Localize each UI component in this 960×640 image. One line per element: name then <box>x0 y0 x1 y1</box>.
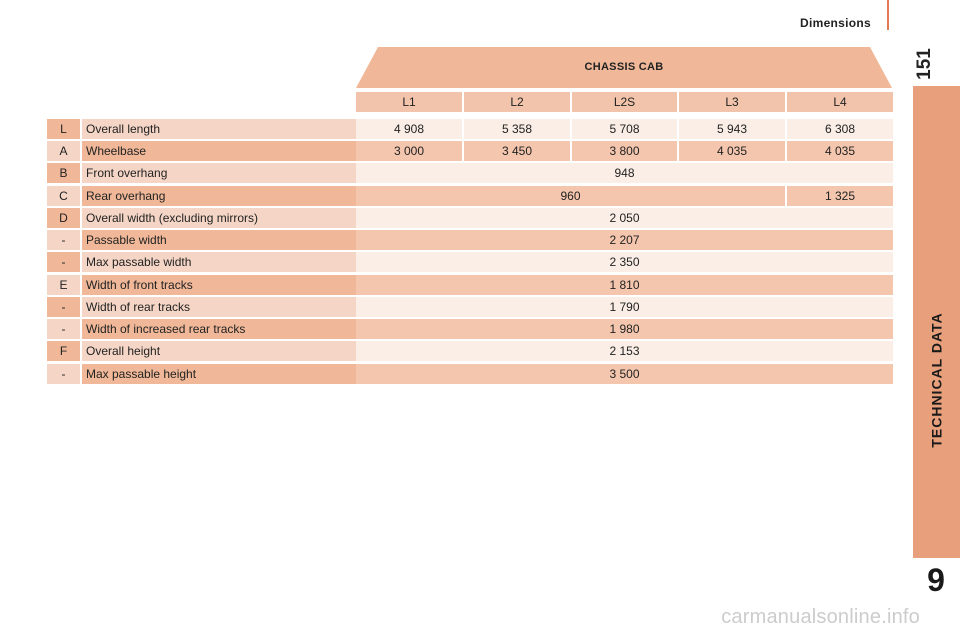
section-title: Dimensions <box>800 16 872 30</box>
table-row: D Overall width (excluding mirrors) 2 05… <box>47 208 893 228</box>
table-row: L Overall length 4 908 5 358 5 708 5 943… <box>47 119 893 139</box>
group-title: CHASSIS CAB <box>584 61 664 73</box>
dimension-code: E <box>47 275 80 295</box>
dimension-label: Width of front tracks <box>82 275 402 295</box>
dimension-label: Wheelbase <box>82 141 402 161</box>
dimension-code: B <box>47 163 80 183</box>
dimension-label: Width of rear tracks <box>82 297 402 317</box>
dimension-value: 4 035 <box>679 141 785 161</box>
dimension-label: Overall height <box>82 341 402 361</box>
header-rule <box>887 0 889 30</box>
dimension-value: 2 350 <box>356 252 893 272</box>
dimension-value: 5 943 <box>679 119 785 139</box>
dimension-label: Passable width <box>82 230 402 250</box>
dimension-value: 5 708 <box>572 119 677 139</box>
dimension-label: Max passable width <box>82 252 402 272</box>
dimension-value: 5 358 <box>464 119 570 139</box>
table-row: F Overall height 2 153 <box>47 341 893 361</box>
column-header: L2S <box>572 92 677 112</box>
dimension-value: 1 325 <box>787 186 893 206</box>
dimension-value: 2 153 <box>356 341 893 361</box>
table-row: - Passable width 2 207 <box>47 230 893 250</box>
table-row: B Front overhang 948 <box>47 163 893 183</box>
table-row: C Rear overhang 960 1 325 <box>47 186 893 206</box>
dimension-value: 948 <box>356 163 893 183</box>
dimension-value: 4 035 <box>787 141 893 161</box>
table-row: - Width of increased rear tracks 1 980 <box>47 319 893 339</box>
dimension-label: Front overhang <box>82 163 402 183</box>
dimension-label: Rear overhang <box>82 186 402 206</box>
table-row: - Max passable width 2 350 <box>47 252 893 272</box>
banner-shape <box>356 47 892 88</box>
watermark: carmanualsonline.info <box>721 606 920 628</box>
dimension-value: 3 500 <box>356 364 893 384</box>
table-row: E Width of front tracks 1 810 <box>47 275 893 295</box>
dimension-value: 1 790 <box>356 297 893 317</box>
dimension-label: Overall width (excluding mirrors) <box>82 208 402 228</box>
dimension-value: 2 050 <box>356 208 893 228</box>
dimension-value: 3 800 <box>572 141 677 161</box>
chassis-cab-banner: CHASSIS CAB <box>356 47 892 88</box>
dimension-code: - <box>47 319 80 339</box>
dimension-value: 1 810 <box>356 275 893 295</box>
dimension-code: C <box>47 186 80 206</box>
column-header: L4 <box>787 92 893 112</box>
dimension-code: - <box>47 297 80 317</box>
dimension-value: 960 <box>356 186 785 206</box>
dimension-label: Width of increased rear tracks <box>82 319 402 339</box>
dimension-value: 4 908 <box>356 119 462 139</box>
chapter-side-tab[interactable]: TECHNICAL DATA <box>913 86 960 558</box>
dimension-code: D <box>47 208 80 228</box>
chapter-label: TECHNICAL DATA <box>928 312 945 448</box>
dimension-code: - <box>47 252 80 272</box>
dimension-code: A <box>47 141 80 161</box>
column-header: L1 <box>356 92 462 112</box>
column-header: L3 <box>679 92 785 112</box>
dimension-code: F <box>47 341 80 361</box>
table-row: A Wheelbase 3 000 3 450 3 800 4 035 4 03… <box>47 141 893 161</box>
dimension-value: 6 308 <box>787 119 893 139</box>
column-header: L2 <box>464 92 570 112</box>
dimension-value: 3 450 <box>464 141 570 161</box>
chapter-number: 9 <box>927 562 945 598</box>
page-number: 151 <box>914 48 935 80</box>
dimension-code: - <box>47 230 80 250</box>
table-row: - Max passable height 3 500 <box>47 364 893 384</box>
dimension-value: 3 000 <box>356 141 462 161</box>
dimension-code: L <box>47 119 80 139</box>
column-header-row: L1 L2 L2S L3 L4 <box>47 92 893 112</box>
dimension-value: 2 207 <box>356 230 893 250</box>
dimension-code: - <box>47 364 80 384</box>
table-row: - Width of rear tracks 1 790 <box>47 297 893 317</box>
dimension-label: Max passable height <box>82 364 402 384</box>
dimension-label: Overall length <box>82 119 402 139</box>
dimension-value: 1 980 <box>356 319 893 339</box>
